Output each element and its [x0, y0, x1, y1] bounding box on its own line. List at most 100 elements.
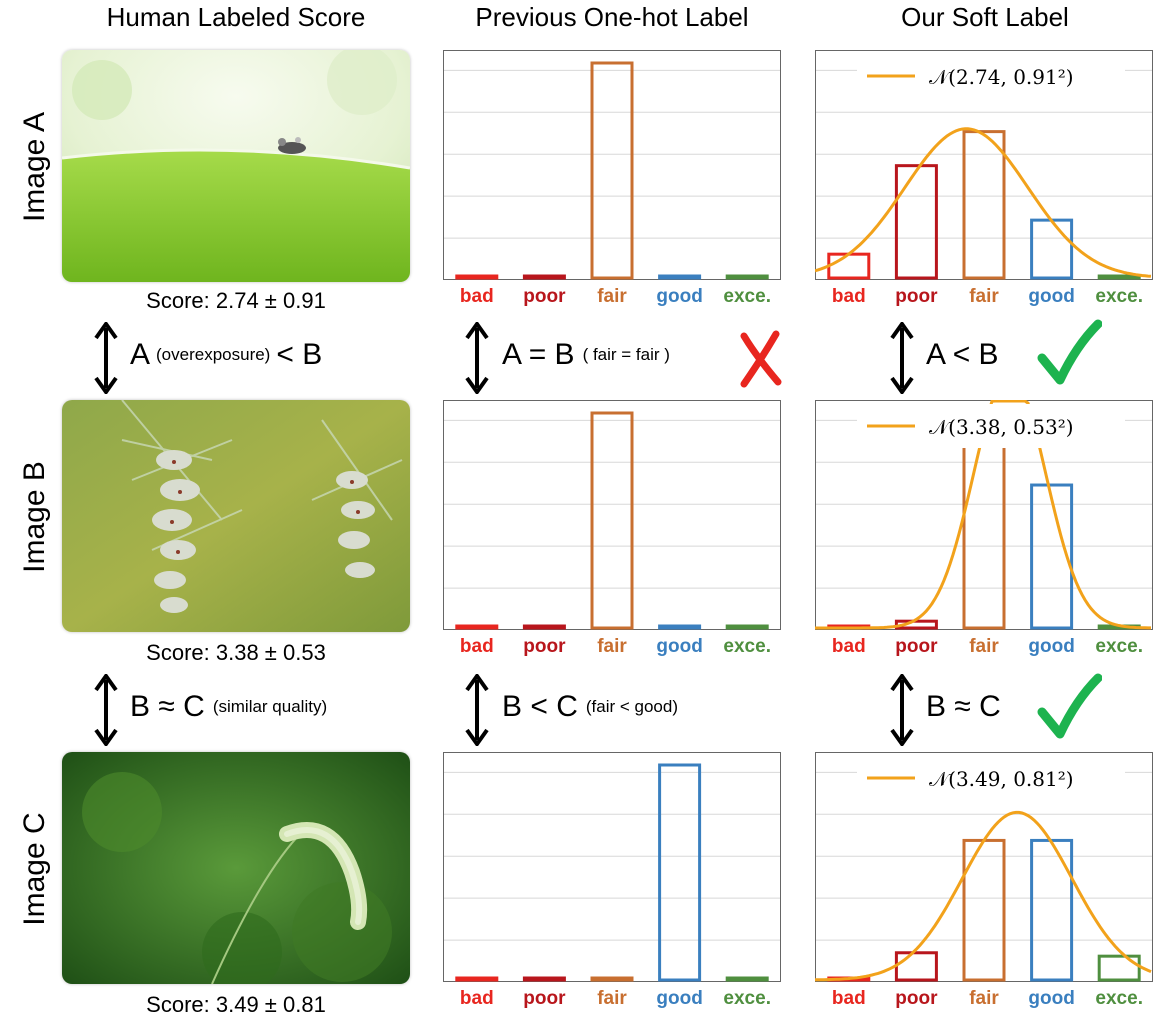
comparison-text: B < C — [502, 690, 578, 723]
updown-arrow-icon — [465, 322, 489, 394]
comparison-bc-human: B ≈ C (similar quality) — [130, 690, 327, 724]
legend-label: 𝒩(3.38, 0.53²) — [929, 415, 1074, 439]
updown-arrow-icon — [465, 674, 489, 746]
comparison-op: < B — [276, 338, 323, 371]
bar-bad — [455, 976, 499, 982]
tick-label-bad: bad — [460, 988, 494, 1009]
check-mark-icon — [1036, 672, 1103, 747]
comparison-note: ( fair = fair ) — [582, 345, 670, 364]
tick-label-poor: poor — [523, 286, 566, 307]
check-mark-icon — [1036, 318, 1103, 393]
comparison-note: (similar quality) — [212, 697, 328, 716]
score-image-b: Score: 3.38 ± 0.53 — [146, 640, 326, 665]
tick-label-bad: bad — [832, 286, 866, 307]
tick-label-poor: poor — [523, 988, 566, 1009]
comparison-ab-human: A (overexposure) < B — [130, 338, 322, 372]
tick-label-bad: bad — [460, 636, 494, 657]
comparison-bc-onehot: B < C (fair < good) — [502, 690, 678, 724]
bar-fair — [590, 411, 634, 630]
soft-chart-b: bad poor fair good exce. 𝒩(3.38, 0.53²) — [815, 399, 1153, 665]
bar-good — [658, 763, 702, 982]
bar-poor — [522, 624, 566, 630]
tick-label-exce.: exce. — [723, 636, 771, 657]
tick-label-good: good — [656, 286, 702, 307]
soft-chart-a: bad poor fair good exce. 𝒩(2.74, 0.91²) — [814, 50, 1153, 315]
tick-label-good: good — [1028, 636, 1074, 657]
bar-bad — [455, 274, 499, 280]
bar-fair — [962, 130, 1006, 280]
photo-image-a — [62, 50, 410, 282]
updown-arrow-icon — [94, 322, 118, 394]
comparison-ab-soft: A < B — [926, 338, 999, 372]
comparison-text: A < B — [926, 338, 999, 371]
updown-arrow-icon — [890, 674, 914, 746]
onehot-chart-a: bad poor fair good exce. — [443, 50, 781, 315]
bar-poor — [522, 274, 566, 280]
tick-label-poor: poor — [895, 636, 938, 657]
onehot-chart-c: bad poor fair good exce. — [443, 752, 781, 1017]
header-our-soft-label: Our Soft Label — [901, 2, 1069, 32]
tick-label-good: good — [656, 636, 702, 657]
tick-label-exce.: exce. — [723, 988, 771, 1009]
updown-arrow-icon — [890, 322, 914, 394]
bar-fair — [590, 976, 634, 982]
tick-label-exce.: exce. — [1095, 286, 1143, 307]
updown-arrow-icon — [94, 674, 118, 746]
tick-label-good: good — [1028, 988, 1074, 1009]
plot-frame — [443, 400, 781, 630]
tick-label-exce.: exce. — [1095, 988, 1143, 1009]
soft-chart-c: bad poor fair good exce. 𝒩(3.49, 0.81²) — [815, 752, 1153, 1017]
comparison-bc-soft: B ≈ C — [926, 690, 1001, 724]
bar-bad — [455, 624, 499, 630]
comparison-lhs: A — [130, 338, 151, 371]
tick-label-poor: poor — [523, 636, 566, 657]
gaussian-curve — [815, 810, 1152, 982]
header-human-labeled-score: Human Labeled Score — [106, 2, 366, 32]
legend-label: 𝒩(3.49, 0.81²) — [929, 767, 1074, 791]
tick-label-fair: fair — [969, 636, 999, 657]
bar-good — [658, 624, 702, 630]
row-label-image-c: Image C — [18, 812, 51, 926]
row-label-image-b: Image B — [18, 461, 51, 573]
header-previous-onehot-label: Previous One-hot Label — [475, 2, 749, 32]
tick-label-bad: bad — [460, 286, 494, 307]
tick-label-bad: bad — [832, 636, 866, 657]
tick-label-bad: bad — [832, 988, 866, 1009]
bar-poor — [894, 619, 938, 630]
comparison-text: A = B — [502, 338, 575, 371]
score-image-c: Score: 3.49 ± 0.81 — [146, 992, 326, 1017]
bar-poor — [522, 976, 566, 982]
tick-label-poor: poor — [895, 286, 938, 307]
tick-label-poor: poor — [895, 988, 938, 1009]
tick-label-fair: fair — [969, 286, 999, 307]
score-image-a: Score: 2.74 ± 0.91 — [146, 288, 326, 313]
comparison-note: (fair < good) — [585, 697, 679, 716]
bar-exce. — [725, 976, 769, 982]
comparison-text: B ≈ C — [130, 690, 205, 723]
bar-exce. — [725, 624, 769, 630]
tick-label-fair: fair — [597, 286, 627, 307]
tick-label-good: good — [1028, 286, 1074, 307]
bar-poor — [894, 164, 938, 280]
photo-image-b — [62, 400, 410, 632]
plot-frame — [443, 50, 781, 280]
bar-fair — [590, 61, 634, 280]
cross-mark-icon — [736, 330, 786, 393]
row-label-image-a: Image A — [18, 111, 51, 223]
bar-good — [658, 274, 702, 280]
legend-label: 𝒩(2.74, 0.91²) — [929, 65, 1074, 89]
tick-label-exce.: exce. — [723, 286, 771, 307]
tick-label-good: good — [656, 988, 702, 1009]
tick-label-fair: fair — [597, 636, 627, 657]
gaussian-curve — [814, 127, 1152, 278]
bar-good — [1030, 483, 1074, 630]
bar-exce. — [725, 274, 769, 280]
comparison-note: (overexposure) — [156, 345, 271, 364]
tick-label-exce.: exce. — [1095, 636, 1143, 657]
photo-image-c — [62, 752, 410, 984]
comparison-ab-onehot: A = B ( fair = fair ) — [502, 338, 670, 372]
tick-label-fair: fair — [969, 988, 999, 1009]
bar-exce. — [1097, 954, 1141, 982]
tick-label-fair: fair — [597, 988, 627, 1009]
onehot-chart-b: bad poor fair good exce. — [443, 400, 781, 665]
